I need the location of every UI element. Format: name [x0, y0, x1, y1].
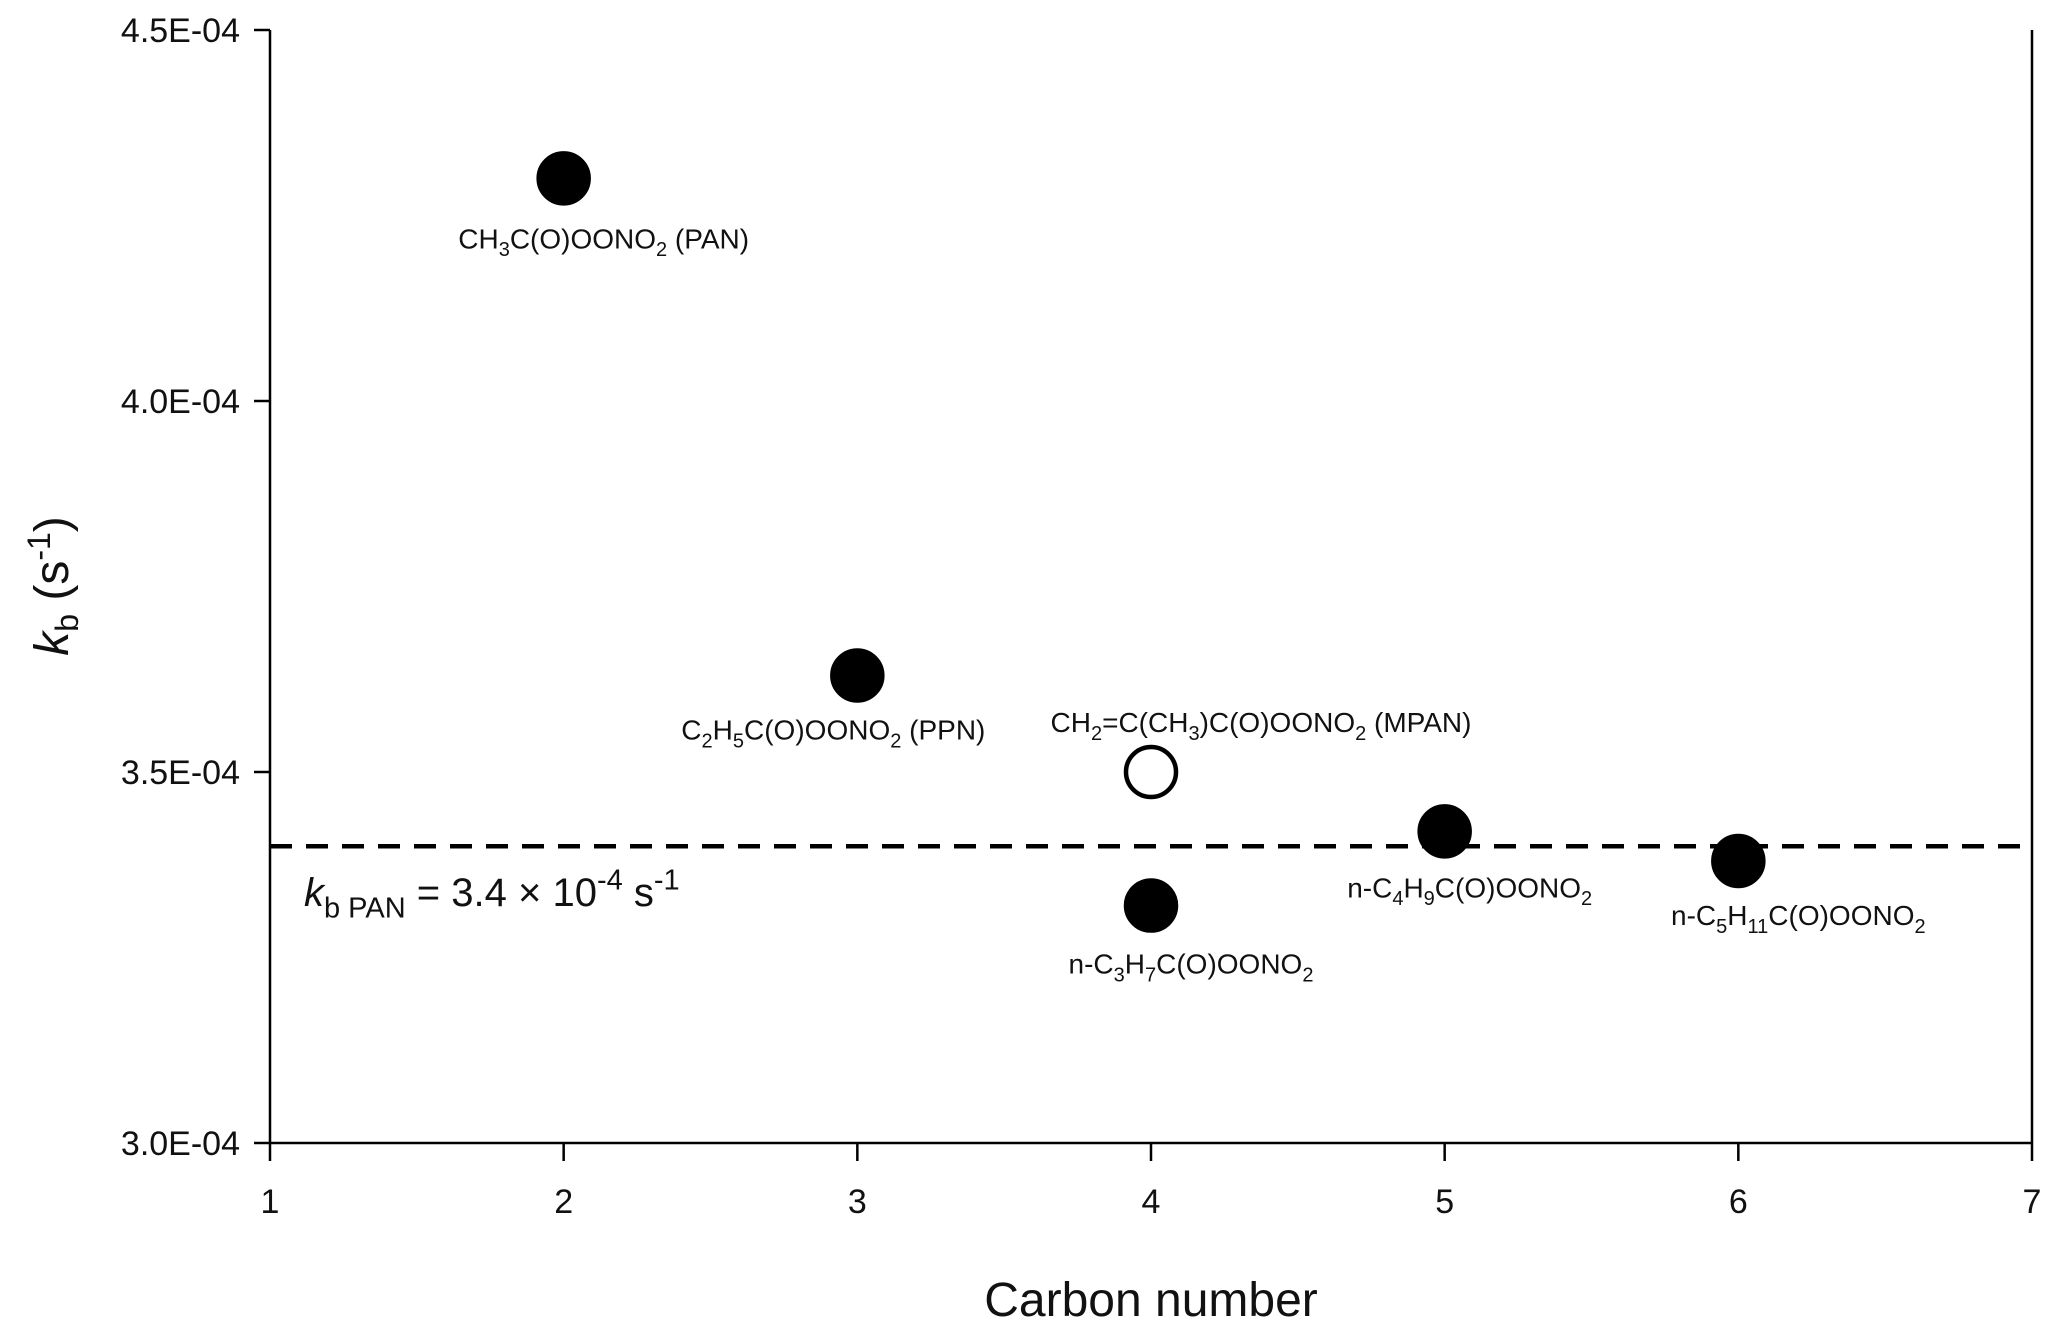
- y-axis-title-space: [26, 601, 79, 614]
- point-label: C2H5C(O)OONO2 (PPN): [681, 715, 985, 753]
- label-segment: 4: [1392, 888, 1403, 910]
- y-axis-title-sub: b: [49, 614, 85, 632]
- y-axis-title-unit: (s: [26, 561, 79, 601]
- y-axis-title-sup: -1: [21, 532, 57, 560]
- point-label: n-C5H11C(O)OONO2: [1671, 900, 1926, 938]
- label-segment: )C(O)OONO: [1200, 707, 1356, 738]
- y-axis-title: kb (s-1): [21, 516, 85, 656]
- label-segment: k: [304, 871, 326, 915]
- data-point-open: [1123, 744, 1179, 800]
- label-segment: 2: [1355, 723, 1366, 745]
- label-segment: (PPN): [901, 715, 985, 746]
- label-segment: 3: [1188, 723, 1199, 745]
- label-segment: -1: [654, 864, 680, 896]
- reference-line-group: kb PAN = 3.4 × 10-4 s-1: [270, 843, 2032, 924]
- label-segment: H: [1125, 949, 1145, 980]
- y-tick-label: 4.5E-04: [121, 12, 240, 50]
- label-segment: CH: [1051, 707, 1091, 738]
- label-segment: C: [681, 715, 701, 746]
- label-segment: 5: [733, 730, 744, 752]
- label-segment: 2: [890, 730, 901, 752]
- label-segment: 2: [702, 730, 713, 752]
- label-segment: C(O)OONO: [510, 223, 656, 254]
- point-label: CH2=C(CH3)C(O)OONO2 (MPAN): [1051, 707, 1472, 745]
- point-label: CH3C(O)OONO2 (PAN): [458, 223, 749, 261]
- x-tick-label: 4: [1142, 1183, 1161, 1221]
- x-axis-ticks: 1 2 3 4 5 6 7: [261, 1143, 2042, 1221]
- x-tick-label: 5: [1435, 1183, 1454, 1221]
- y-tick-label: 3.0E-04: [121, 1125, 240, 1163]
- point-label: n-C3H7C(O)OONO2: [1069, 949, 1314, 987]
- point-label: n-C4H9C(O)OONO2: [1347, 872, 1592, 910]
- label-segment: 2: [1915, 916, 1926, 938]
- label-segment: H: [713, 715, 733, 746]
- data-points: [536, 151, 1766, 933]
- label-segment: (MPAN): [1366, 707, 1471, 738]
- label-segment: = 3.4 × 10: [406, 871, 597, 915]
- label-segment: 3: [1114, 964, 1125, 986]
- label-segment: 2: [1581, 888, 1592, 910]
- label-segment: CH: [458, 223, 498, 254]
- x-tick-label: 2: [554, 1183, 573, 1221]
- y-tick-label: 4.0E-04: [121, 383, 240, 421]
- label-segment: 11: [1748, 916, 1769, 938]
- label-segment: n-C: [1069, 949, 1114, 980]
- x-tick-label: 7: [2023, 1183, 2042, 1221]
- label-segment: 9: [1424, 888, 1435, 910]
- label-segment: 5: [1716, 916, 1727, 938]
- y-axis-title-base: k: [26, 629, 79, 656]
- y-tick-label: 3.5E-04: [121, 754, 240, 792]
- data-point: [1711, 833, 1766, 889]
- label-segment: C(O)OONO: [1156, 949, 1302, 980]
- label-segment: H: [1727, 900, 1747, 931]
- reference-line-label: kb PAN = 3.4 × 10-4 s-1: [304, 864, 680, 924]
- label-segment: b PAN: [324, 892, 406, 924]
- label-segment: C(O)OONO: [744, 715, 890, 746]
- x-axis-title: Carbon number: [984, 1274, 1318, 1327]
- y-axis-title-close: ): [26, 516, 79, 532]
- label-segment: n-C: [1671, 900, 1716, 931]
- label-segment: =C(CH: [1102, 707, 1188, 738]
- label-segment: C(O)OONO: [1435, 872, 1581, 903]
- label-segment: 7: [1145, 964, 1156, 986]
- x-tick-label: 6: [1729, 1183, 1748, 1221]
- data-point: [536, 151, 591, 206]
- label-segment: 2: [1302, 964, 1313, 986]
- label-segment: H: [1403, 872, 1423, 903]
- label-segment: 2: [1091, 723, 1102, 745]
- label-segment: C(O)OONO: [1768, 900, 1914, 931]
- label-segment: 2: [656, 239, 667, 261]
- data-point: [1417, 804, 1472, 859]
- label-segment: 3: [499, 239, 510, 261]
- label-segment: -4: [597, 864, 623, 896]
- label-segment: (PAN): [667, 223, 749, 254]
- label-segment: n-C: [1347, 872, 1392, 903]
- x-tick-label: 1: [261, 1183, 280, 1221]
- data-point: [830, 648, 885, 703]
- label-segment: s: [623, 871, 654, 915]
- x-tick-label: 3: [848, 1183, 867, 1221]
- data-point: [1123, 878, 1179, 933]
- y-axis-ticks: 3.0E-04 3.5E-04 4.0E-04 4.5E-04: [121, 12, 270, 1163]
- point-labels: CH3C(O)OONO2 (PAN)C2H5C(O)OONO2 (PPN) CH2…: [458, 223, 1925, 986]
